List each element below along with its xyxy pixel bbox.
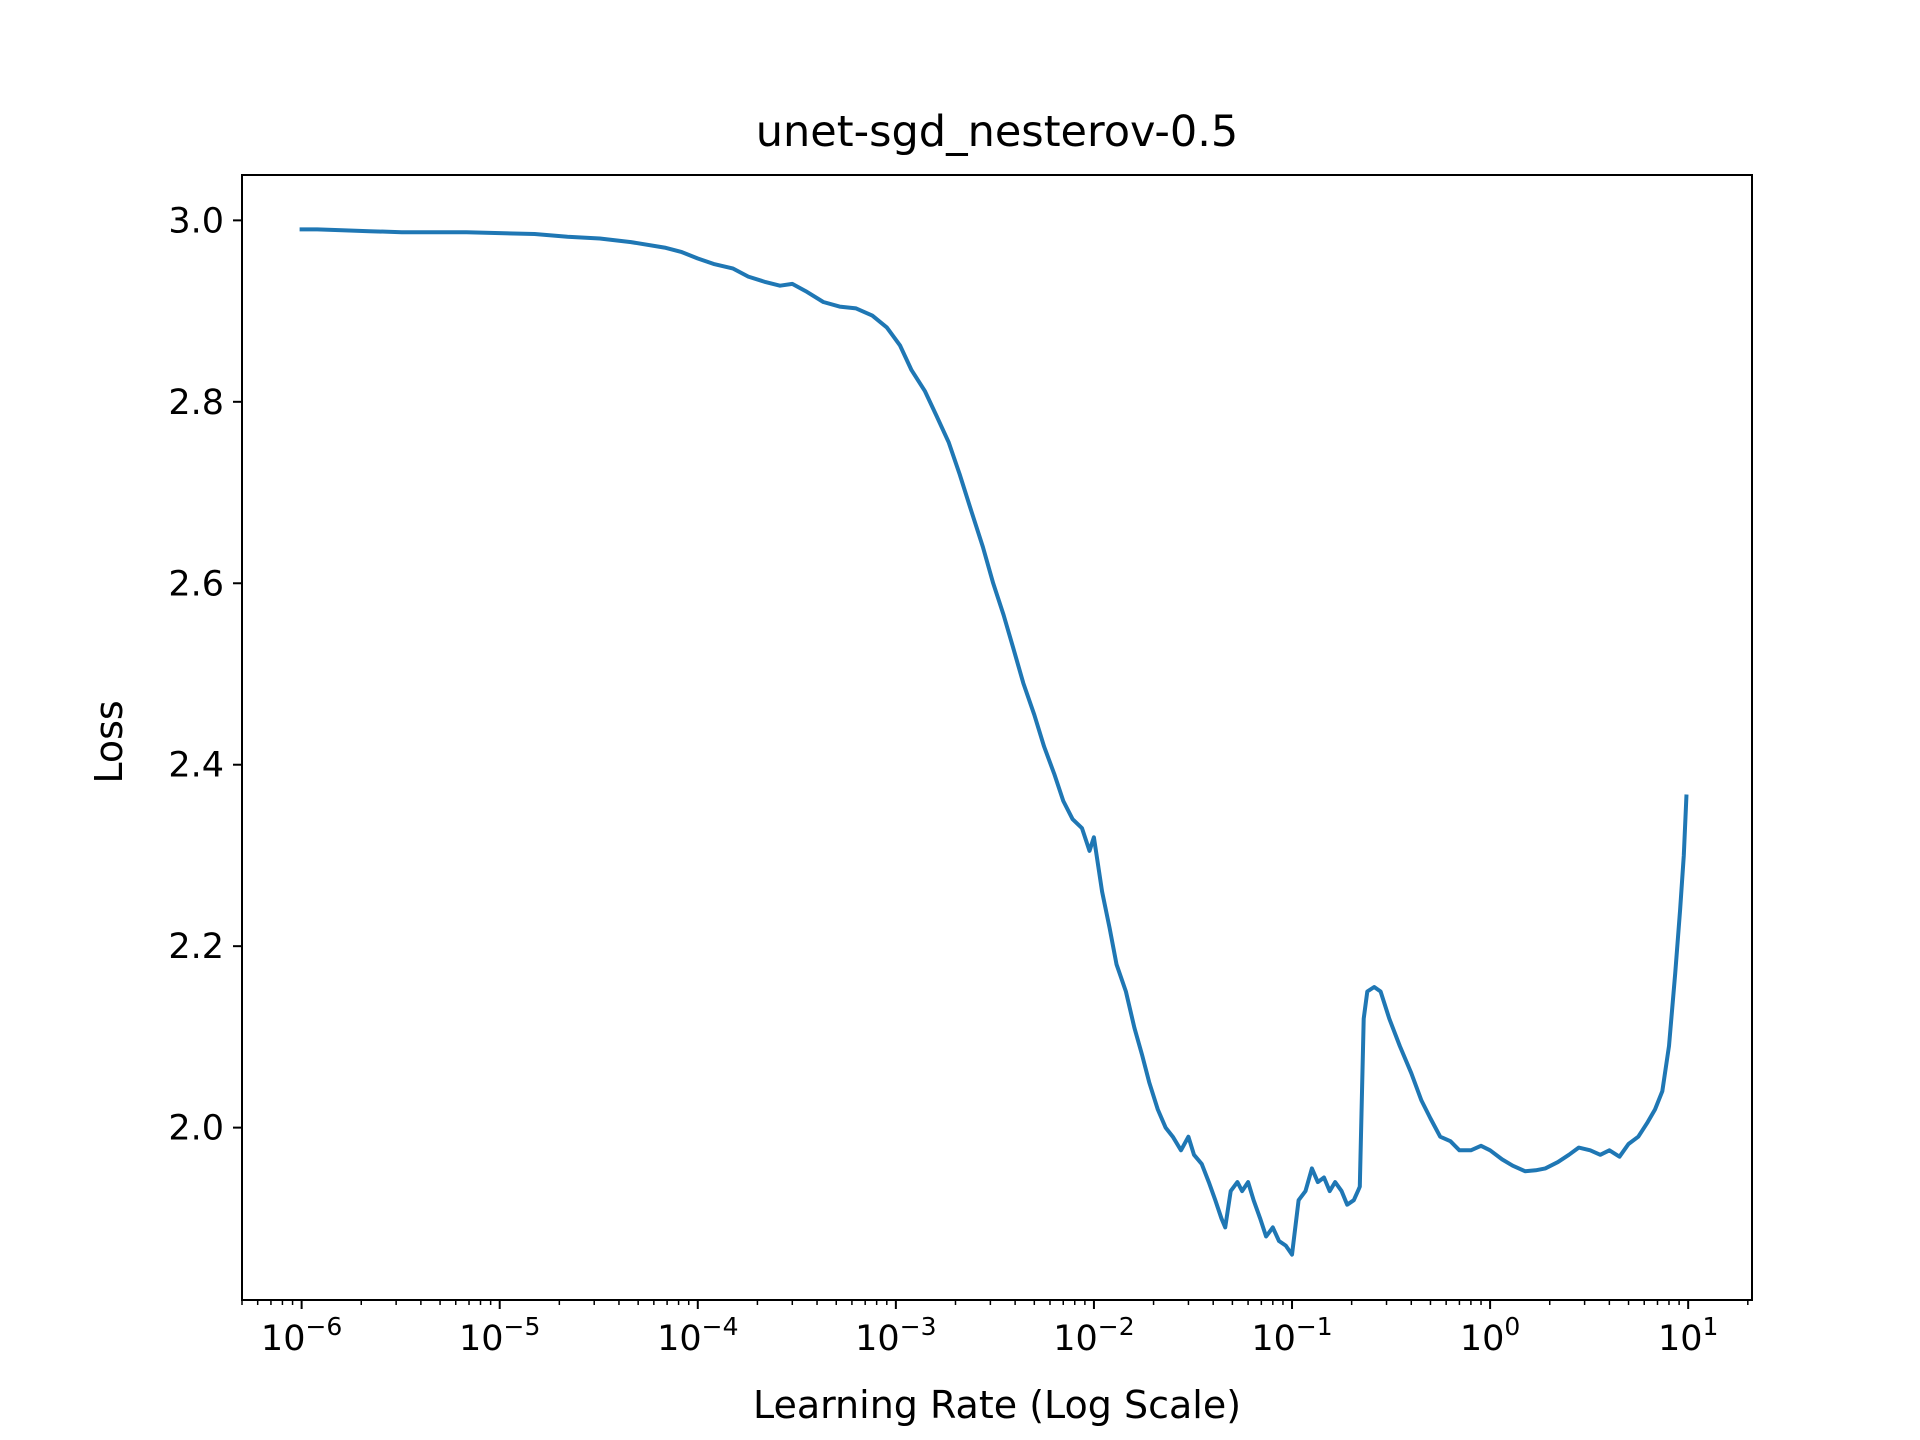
y-tick-label: 2.8: [168, 383, 224, 423]
y-tick-label: 2.0: [168, 1109, 224, 1149]
y-tick-label: 2.6: [168, 564, 224, 604]
x-tick-label: 10−1: [1251, 1312, 1332, 1359]
x-tick-label: 10−2: [1053, 1312, 1134, 1359]
axes-frame: [241, 174, 1753, 1301]
x-tick-label: 101: [1658, 1312, 1718, 1359]
x-tick-label: 10−3: [855, 1312, 936, 1359]
x-tick-label: 100: [1460, 1312, 1520, 1359]
plot-area: 2.0 2.2 2.4 2.6 2.8 3.0 10−6 10−5 10−4 10−3 10−2 10…: [168, 174, 1753, 1359]
y-axis-label: Loss: [87, 700, 131, 783]
loss-curve: [299, 227, 1689, 1257]
x-axis-label: Learning Rate (Log Scale): [753, 1383, 1241, 1427]
y-tick-label: 3.0: [168, 201, 224, 241]
y-tick-label: 2.4: [168, 746, 224, 786]
chart-title: unet-sgd_nesterov-0.5: [756, 107, 1239, 157]
y-tick-label: 2.2: [168, 927, 224, 967]
x-tick-label: 10−5: [459, 1312, 540, 1359]
x-tick-label: 10−6: [261, 1312, 342, 1359]
x-tick-label: 10−4: [657, 1312, 738, 1359]
